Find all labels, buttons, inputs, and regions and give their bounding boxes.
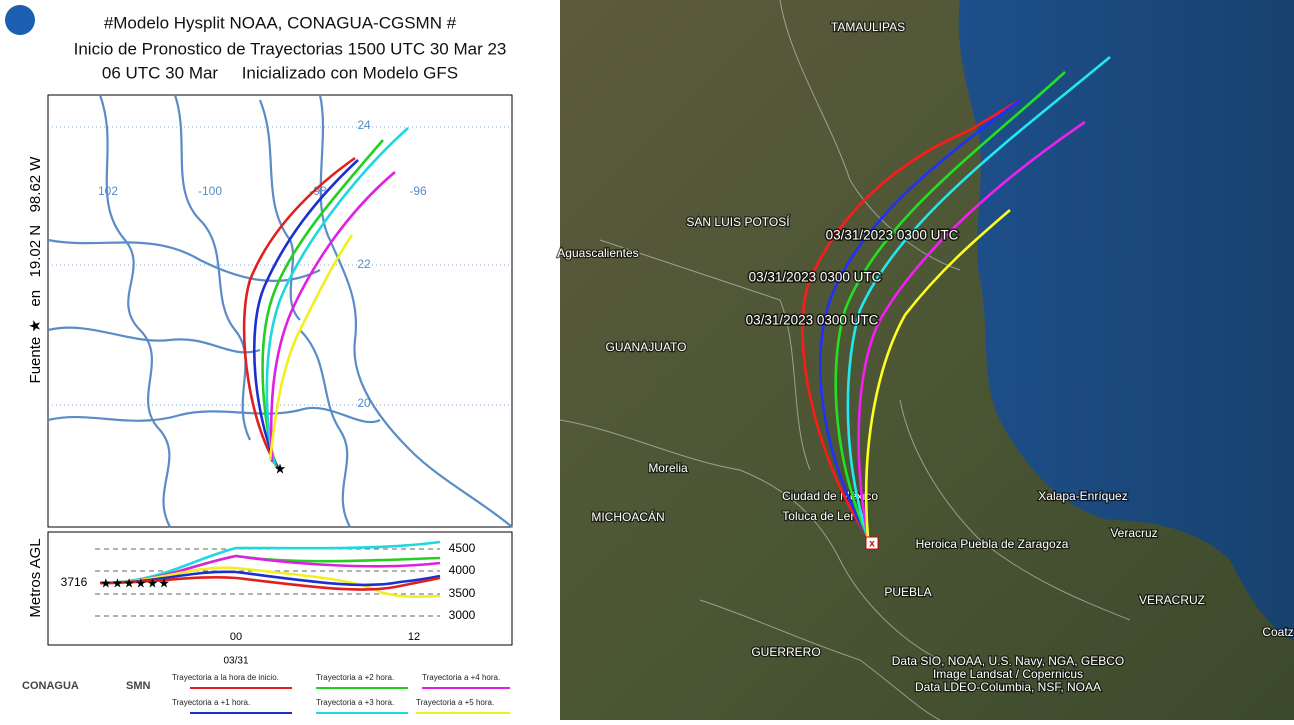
credit: Image Landsat / Copernicus: [933, 667, 1083, 681]
legend-entry: Trayectoria a +3 hora.: [316, 698, 394, 707]
time-label: 03/31/2023 0300 UTC: [746, 313, 879, 328]
lat-label: 20: [357, 396, 371, 410]
height-trajectories: ★★★★★★: [99, 540, 441, 599]
legend-entry: Trayectoria a +2 hora.: [316, 673, 394, 682]
header-line: Inicio de Pronostico de Trayectorias 150…: [74, 39, 507, 58]
place-label: SAN LUIS POTOSÍ: [686, 214, 790, 229]
lat-label: 24: [357, 118, 371, 132]
lon-label: -100: [198, 184, 222, 198]
source-stars: ★★★★★★: [100, 575, 170, 590]
place-label: GUERRERO: [751, 645, 820, 659]
source-label: Fuente ★ en 19.02 N 98.62 W: [27, 156, 44, 384]
header-line: #Modelo Hysplit NOAA, CONAGUA-CGSMN #: [104, 13, 457, 32]
height-tick: 3500: [449, 586, 476, 600]
trajectories-right: x: [801, 55, 1111, 550]
place-label: TAMAULIPAS: [831, 20, 905, 34]
logo-text: SMN: [126, 680, 151, 692]
time-label: 03/31/2023 0300 UTC: [826, 228, 959, 243]
date-label: 03/31: [223, 656, 248, 667]
source-marker: [865, 536, 879, 550]
place-label: PUEBLA: [884, 585, 931, 599]
place-label: Ciudad de México: [782, 489, 878, 503]
header-line: 06 UTC 30 Mar Inicializado con Modelo GF…: [102, 63, 458, 82]
height-axis-label: Metros AGL: [27, 538, 44, 617]
place-label: VERACRUZ: [1139, 593, 1205, 607]
source-height: 3716: [61, 575, 88, 589]
place-label: GUANAJUATO: [606, 340, 687, 354]
lat-label: 22: [357, 257, 371, 271]
place-label: Coatz: [1262, 625, 1293, 639]
map-sea: [958, 0, 1294, 640]
map-grid: [48, 126, 512, 406]
time-tick: 12: [408, 631, 420, 643]
height-tick: 4000: [449, 563, 476, 577]
height-tick: 4500: [449, 541, 476, 555]
time-label: 03/31/2023 0300 UTC: [749, 270, 882, 285]
credit: Data LDEO-Columbia, NSF, NOAA: [915, 680, 1101, 694]
place-label: Toluca de Lerdo: [782, 509, 868, 523]
place-label: Morelia: [648, 461, 688, 475]
place-label: MICHOACÁN: [591, 509, 664, 524]
height-tick: 3000: [449, 608, 476, 622]
map-place-labels: TAMAULIPAS SAN LUIS POTOSÍ Aguascaliente…: [556, 19, 1294, 661]
source-x: x: [869, 539, 875, 550]
place-label: Xalapa-Enríquez: [1038, 489, 1127, 503]
map-borders: [47, 94, 513, 528]
source-star: ★: [274, 461, 287, 477]
legend: Trayectoria a la hora de inicio. Trayect…: [172, 673, 510, 714]
lon-label: -96: [409, 184, 427, 198]
legend-entry: Trayectoria a la hora de inicio.: [172, 673, 279, 682]
noaa-logo: [5, 5, 35, 35]
map-frame: [47, 94, 513, 528]
time-tick: 00: [230, 631, 242, 643]
legend-entry: Trayectoria a +5 hora.: [416, 698, 494, 707]
lon-label: 102: [98, 184, 118, 198]
place-label: Aguascalientes: [557, 246, 638, 260]
logo-text: CONAGUA: [22, 680, 79, 692]
legend-entry: Trayectoria a +1 hora.: [172, 698, 250, 707]
trajectories-left: ★: [242, 127, 409, 477]
legend-entry: Trayectoria a +4 hora.: [422, 673, 500, 682]
place-label: Heroica Puebla de Zaragoza: [916, 537, 1069, 551]
credit: Data SIO, NOAA, U.S. Navy, NGA, GEBCO: [892, 654, 1125, 668]
state-borders: [559, 0, 1131, 721]
place-label: Veracruz: [1110, 526, 1157, 540]
height-frame: [47, 531, 513, 646]
